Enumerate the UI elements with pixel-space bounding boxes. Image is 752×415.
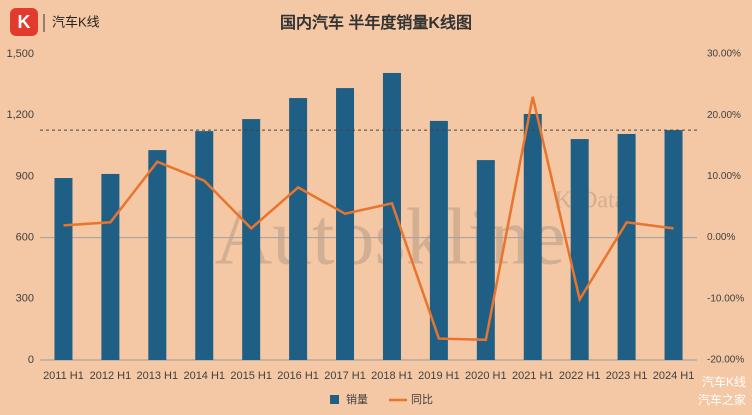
x-tick-label: 2017 H1 [324,370,366,382]
bar [523,113,542,360]
bar [664,130,683,360]
legend-swatch [330,395,339,404]
bar [617,133,636,360]
y2-tick-label: -10.00% [707,293,744,304]
y-tick-label: 900 [16,170,34,182]
x-tick-label: 2022 H1 [559,370,601,382]
x-tick-label: 2012 H1 [90,370,132,382]
bar [101,173,120,360]
bar [148,150,167,360]
bar [242,119,261,361]
bar [476,160,495,360]
legend-label: 销量 [346,392,368,406]
logo-text: 汽车K线 [52,14,100,29]
y-tick-label: 0 [28,354,34,366]
x-tick-label: 2015 H1 [230,370,272,382]
bar [195,131,214,360]
y2-tick-label: 30.00% [707,49,741,60]
y2-tick-label: 0.00% [707,232,735,243]
x-tick-label: 2024 H1 [653,370,695,382]
line [63,96,674,342]
logo-box [10,8,38,36]
chart-title: 国内汽车 半年度销量K线图 [280,13,472,32]
y-tick-label: 1,200 [6,109,34,121]
x-tick-label: 2019 H1 [418,370,460,382]
x-tick-label: 2018 H1 [371,370,413,382]
x-tick-label: 2021 H1 [512,370,554,382]
y2-tick-label: 20.00% [707,110,741,121]
logo-icon: K [18,12,31,32]
x-tick-label: 2020 H1 [465,370,507,382]
watermark-sub: K·Data [555,188,626,214]
bar [289,98,308,361]
x-tick-label: 2011 H1 [43,370,84,382]
bar [382,72,401,361]
x-tick-label: 2014 H1 [183,370,225,382]
y-tick-label: 300 [16,293,34,305]
bar [429,120,448,360]
y2-tick-label: -20.00% [707,355,744,366]
x-tick-label: 2016 H1 [277,370,319,382]
y-tick-label: 600 [16,232,34,244]
footer-line: 汽车之家 [698,392,746,407]
bar [54,178,73,360]
x-tick-label: 2023 H1 [606,370,648,382]
bar [570,139,589,360]
x-tick-label: 2013 H1 [137,370,179,382]
legend-label: 同比 [411,393,433,406]
bar [336,88,355,361]
footer-line: 汽车K线 [702,374,746,389]
y-tick-label: 1,500 [6,48,34,60]
y2-tick-label: 10.00% [707,171,741,182]
